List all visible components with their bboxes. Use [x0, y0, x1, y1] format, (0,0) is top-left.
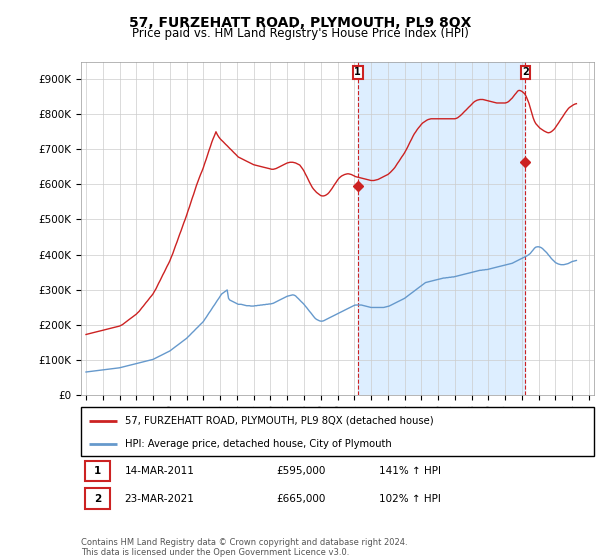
- Text: 57, FURZEHATT ROAD, PLYMOUTH, PL9 8QX: 57, FURZEHATT ROAD, PLYMOUTH, PL9 8QX: [129, 16, 471, 30]
- Text: 2: 2: [94, 493, 101, 503]
- FancyBboxPatch shape: [85, 461, 110, 481]
- Text: 1: 1: [94, 466, 101, 476]
- Text: 102% ↑ HPI: 102% ↑ HPI: [379, 493, 440, 503]
- Text: Price paid vs. HM Land Registry's House Price Index (HPI): Price paid vs. HM Land Registry's House …: [131, 27, 469, 40]
- Text: 57, FURZEHATT ROAD, PLYMOUTH, PL9 8QX (detached house): 57, FURZEHATT ROAD, PLYMOUTH, PL9 8QX (d…: [125, 416, 433, 426]
- Text: Contains HM Land Registry data © Crown copyright and database right 2024.
This d: Contains HM Land Registry data © Crown c…: [81, 538, 407, 557]
- Bar: [358, 62, 526, 395]
- Text: 14-MAR-2011: 14-MAR-2011: [125, 466, 194, 476]
- Text: 1: 1: [355, 67, 361, 77]
- Text: HPI: Average price, detached house, City of Plymouth: HPI: Average price, detached house, City…: [125, 439, 391, 449]
- Text: £595,000: £595,000: [276, 466, 325, 476]
- Text: 141% ↑ HPI: 141% ↑ HPI: [379, 466, 440, 476]
- Text: 23-MAR-2021: 23-MAR-2021: [125, 493, 194, 503]
- Text: 2: 2: [522, 67, 529, 77]
- Text: £665,000: £665,000: [276, 493, 325, 503]
- FancyBboxPatch shape: [85, 488, 110, 508]
- FancyBboxPatch shape: [81, 407, 594, 456]
